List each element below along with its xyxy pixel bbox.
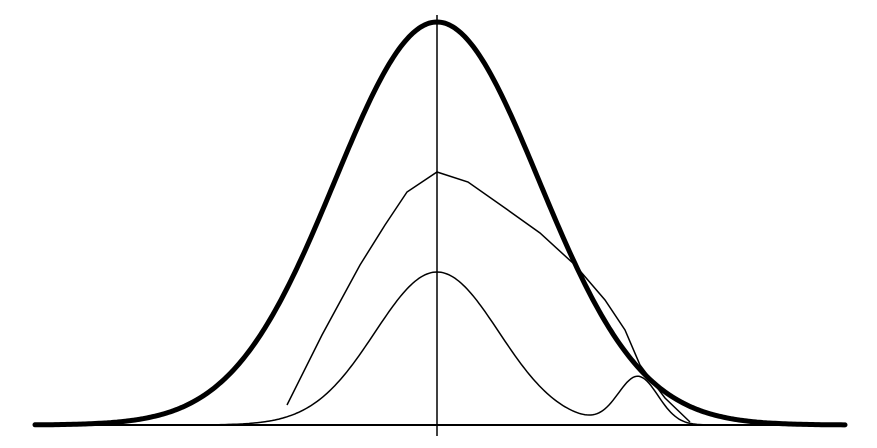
middle-curve — [286, 171, 691, 423]
inner-bimodal-curve — [35, 271, 845, 426]
outer-bell-curve — [32, 19, 848, 428]
